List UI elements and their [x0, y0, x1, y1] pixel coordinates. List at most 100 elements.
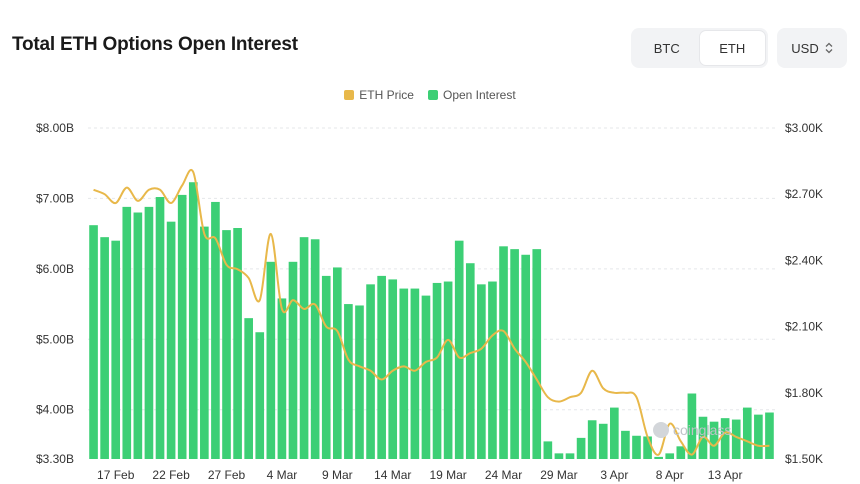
- y-left-tick-label: $5.00B: [36, 332, 74, 346]
- oi-bar: [244, 318, 253, 459]
- x-tick-label: 9 Mar: [322, 468, 353, 482]
- x-tick-label: 22 Feb: [152, 468, 190, 482]
- currency-select[interactable]: USD: [777, 28, 847, 68]
- oi-bar: [621, 430, 630, 459]
- oi-bar: [587, 420, 597, 459]
- y-right-tick-label: $1.80K: [785, 386, 823, 400]
- watermark-logo-icon: [653, 422, 669, 438]
- chart-legend: ETH Price Open Interest: [0, 88, 860, 102]
- chevron-up-down-icon: [825, 42, 833, 54]
- x-tick-label: 24 Mar: [485, 468, 522, 482]
- oi-bar: [344, 304, 353, 459]
- oi-bar: [211, 201, 220, 459]
- oi-bar: [731, 419, 741, 459]
- oi-bar: [665, 453, 675, 459]
- x-tick-label: 17 Feb: [97, 468, 135, 482]
- oi-bar: [687, 393, 697, 459]
- x-tick-label: 8 Apr: [656, 468, 684, 482]
- oi-bar: [454, 240, 464, 459]
- legend-label-price: ETH Price: [359, 88, 414, 102]
- oi-bar: [576, 437, 586, 459]
- oi-bar: [388, 279, 398, 459]
- x-tick-label: 14 Mar: [374, 468, 411, 482]
- oi-bar: [255, 332, 265, 459]
- oi-bar: [299, 237, 309, 459]
- oi-bar: [543, 441, 553, 459]
- oi-bar: [155, 197, 165, 459]
- x-tick-label: 29 Mar: [540, 468, 577, 482]
- oi-bar: [432, 282, 442, 459]
- oi-bar: [510, 249, 519, 459]
- y-left-tick-label: $8.00B: [36, 121, 74, 135]
- oi-bar: [421, 295, 431, 459]
- oi-bar: [632, 435, 641, 459]
- oi-bar: [166, 221, 176, 459]
- oi-bar: [222, 230, 231, 459]
- oi-bar: [332, 267, 342, 459]
- oi-bar: [399, 288, 409, 459]
- legend-item-eth-price[interactable]: ETH Price: [344, 88, 414, 102]
- oi-bar: [521, 254, 531, 459]
- oi-bar: [742, 407, 752, 459]
- btc-tab[interactable]: BTC: [653, 40, 680, 56]
- y-left-tick-label: $6.00B: [36, 262, 74, 276]
- oi-bar: [709, 421, 719, 459]
- eth-price-line: [93, 169, 770, 456]
- y-left-tick-label: $7.00B: [36, 191, 74, 205]
- oi-bar: [465, 263, 475, 459]
- y-right-tick-label: $3.00K: [785, 121, 823, 135]
- oi-bar: [122, 206, 132, 459]
- oi-bar: [233, 228, 242, 459]
- oi-bar: [266, 261, 276, 459]
- x-tick-label: 19 Mar: [429, 468, 466, 482]
- oi-bar: [277, 298, 287, 459]
- oi-bar: [377, 275, 386, 459]
- y-left-tick-label: $4.00B: [36, 403, 74, 417]
- oi-bar: [410, 288, 420, 459]
- y-right-tick-label: $2.40K: [785, 253, 823, 267]
- watermark-text: coinglass: [673, 422, 731, 438]
- x-tick-label: 13 Apr: [708, 468, 743, 482]
- y-left-tick-label: $3.30B: [36, 452, 74, 466]
- x-tick-label: 3 Apr: [600, 468, 628, 482]
- oi-bar: [754, 414, 763, 459]
- oi-bar: [488, 281, 497, 459]
- oi-bar: [200, 226, 209, 459]
- oi-bar: [321, 275, 331, 459]
- oi-bar: [355, 305, 364, 459]
- oi-bar: [610, 407, 619, 459]
- oi-bar: [676, 446, 686, 459]
- legend-item-open-interest[interactable]: Open Interest: [427, 88, 516, 102]
- oi-bar: [188, 182, 198, 459]
- oi-bar: [532, 249, 542, 459]
- oi-bar: [598, 423, 608, 459]
- y-right-tick-label: $1.50K: [785, 452, 823, 466]
- y-right-tick-label: $2.70K: [785, 187, 823, 201]
- oi-bar: [654, 456, 663, 459]
- oi-bar: [499, 246, 508, 459]
- legend-swatch-oi: [427, 90, 438, 100]
- eth-tab[interactable]: ETH: [699, 31, 765, 65]
- y-right-tick-label: $2.10K: [785, 320, 823, 334]
- page-title: Total ETH Options Open Interest: [12, 34, 298, 55]
- x-tick-label: 27 Feb: [208, 468, 246, 482]
- legend-swatch-price: [344, 90, 355, 100]
- x-tick-label: 4 Mar: [267, 468, 298, 482]
- oi-bar: [100, 237, 109, 459]
- oi-bar: [310, 239, 320, 459]
- oi-bar: [144, 206, 154, 459]
- oi-bar: [765, 412, 774, 459]
- oi-bar: [443, 281, 453, 459]
- oi-bar: [477, 284, 486, 459]
- oi-bar: [133, 212, 143, 459]
- oi-bar: [177, 194, 187, 460]
- oi-bar: [288, 261, 298, 459]
- oi-bar: [720, 418, 730, 459]
- oi-bar: [643, 436, 652, 459]
- asset-toggle: BTC ETH: [631, 28, 768, 68]
- oi-bar: [554, 453, 564, 459]
- oi-bar: [111, 240, 121, 459]
- legend-label-oi: Open Interest: [442, 88, 516, 102]
- oi-bar: [89, 225, 98, 459]
